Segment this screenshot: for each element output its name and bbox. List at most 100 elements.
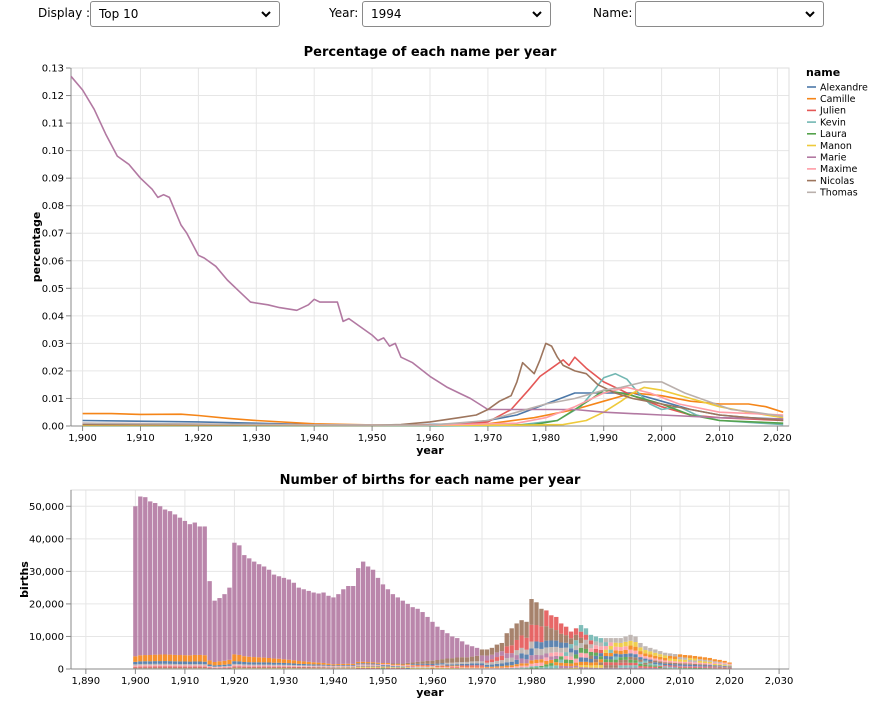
bar-segment-nicolas (197, 667, 202, 669)
bar-segment-marie (187, 524, 193, 656)
bar-segment-manon (405, 667, 410, 668)
x-tick-label: 1,930 (270, 676, 299, 687)
bar-segment-thomas (559, 647, 564, 653)
bar-segment-thomas (653, 649, 658, 653)
bar-segment-julien (153, 666, 158, 668)
bar-segment-marie (202, 526, 207, 656)
bar-segment-camille (573, 662, 579, 666)
bar-segment-maxime (712, 662, 717, 664)
bar-segment-julien (311, 667, 316, 669)
bar-segment-camille (484, 666, 490, 668)
bar-segment-nicolas (593, 659, 599, 663)
series-line-thomas (82, 381, 784, 426)
bar-segment-julien (162, 666, 168, 668)
bar-segment-alexandre (212, 665, 217, 667)
bar-segment-nicolas (484, 649, 490, 656)
line-chart: 1,900 1,910 1,920 1,930 1,940 1,950 1,960 1,970… (30, 45, 792, 457)
bar-segment-alexandre (722, 665, 727, 667)
bar-segment-alexandre (628, 653, 633, 657)
bar-segment-alexandre (549, 640, 554, 648)
x-tick-label: 1,980 (517, 676, 546, 687)
bar-segment-camille (247, 656, 252, 663)
bar-segment-laura (529, 667, 534, 669)
bar-segment-thomas (291, 665, 297, 666)
bar-segment-maxime (143, 665, 148, 667)
y-tick-label: 0.11 (42, 119, 64, 130)
bar-segment-julien (474, 665, 480, 667)
bar-segment-laura (658, 666, 663, 669)
bar-segment-camille (544, 660, 549, 665)
bar-segment-alexandre (658, 663, 663, 665)
bar-segment-nicolas (648, 661, 653, 664)
bar-segment-nicolas (469, 656, 475, 662)
bar-segment-julien (563, 626, 569, 636)
bar-segment-camille (182, 655, 188, 662)
bar-segment-julien (628, 662, 633, 666)
bar-segment-alexandre (653, 662, 658, 665)
bar-segment-thomas (336, 666, 341, 668)
bar-segment-alexandre (385, 664, 391, 666)
bar-segment-marie (247, 558, 252, 657)
bar-segment-julien (697, 667, 703, 669)
bar-segment-marie (623, 667, 628, 669)
year-select[interactable]: 1994 (362, 1, 551, 27)
bar-segment-maxime (504, 667, 509, 669)
bar-segment-kevin (554, 665, 559, 669)
bar-segment-manon (583, 665, 589, 668)
bar-segment-marie (440, 629, 445, 660)
bar-segment-camille (222, 660, 227, 665)
bar-segment-nicolas (192, 667, 197, 669)
bar-segment-marie (672, 666, 678, 668)
bar-segment-julien (187, 666, 193, 668)
bar-segment-alexandre (336, 665, 341, 666)
bar-segment-thomas (331, 666, 336, 668)
bar-segment-alexandre (148, 661, 153, 664)
bar-segment-kevin (519, 667, 524, 669)
bar-segment-marie (306, 590, 311, 662)
bar-segment-marie (573, 665, 579, 668)
display-select[interactable]: Top 10 (90, 1, 280, 27)
bar-segment-maxime (370, 664, 376, 666)
bar-segment-alexandre (153, 661, 158, 664)
bar-segment-maxime (420, 666, 425, 668)
bar-segment-kevin (687, 668, 693, 669)
bar-segment-camille (232, 654, 237, 662)
bar-segment-camille (578, 661, 584, 666)
bar-segment-camille (559, 662, 564, 666)
bar-segment-julien (197, 666, 202, 668)
bar-segment-alexandre (360, 663, 366, 665)
bar-segment-julien (450, 667, 455, 669)
bar-segment-camille (405, 664, 410, 665)
bar-segment-manon (365, 667, 371, 668)
bar-segment-maxime (351, 665, 356, 667)
bar-segment-nicolas (365, 666, 371, 668)
bar-segment-camille (677, 654, 683, 657)
bar-segment-julien (568, 631, 574, 639)
bar-segment-thomas (227, 665, 232, 667)
bar-segment-marie (697, 666, 703, 668)
bar-segment-julien (143, 666, 148, 668)
x-tick-label: 1,990 (589, 433, 618, 444)
bar-segment-thomas (266, 664, 272, 666)
x-tick-label: 1,980 (531, 433, 560, 444)
bar-segment-julien (237, 666, 242, 668)
bar-segment-maxime (405, 664, 410, 666)
bar-segment-thomas (633, 636, 638, 643)
bar-segment-alexandre (365, 663, 371, 665)
bar-segment-nicolas (440, 659, 445, 664)
bar-segment-camille (702, 657, 707, 660)
bar-segment-camille (370, 662, 376, 664)
bar-segment-manon (346, 667, 351, 669)
bar-segment-thomas (534, 648, 539, 655)
bar-segment-maxime (286, 665, 292, 667)
bar-segment-maxime (227, 666, 232, 668)
bar-segment-thomas (514, 650, 519, 656)
bar-segment-kevin (539, 667, 544, 669)
bar-segment-alexandre (623, 653, 628, 657)
bar-segment-julien (658, 665, 663, 667)
bar-segment-kevin (692, 668, 698, 669)
bar-segment-marie (707, 666, 712, 668)
bar-segment-camille (534, 659, 539, 664)
name-select[interactable] (635, 1, 824, 27)
bar-segment-laura (583, 648, 589, 654)
